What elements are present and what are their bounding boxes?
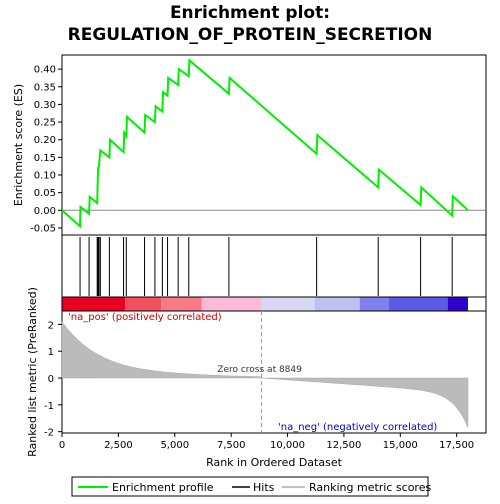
- ranked-y-axis: -2 -1 0 1 2: [44, 320, 62, 439]
- x-tick-label: 15,000: [383, 440, 418, 451]
- es-panel: -0.05 0.00 0.05 0.10 0.15 0.20 0.25 0.30 0.35 0.4…: [12, 54, 487, 236]
- ranked-y-tick-label: 0: [48, 374, 54, 385]
- legend-label-hits: Hits: [253, 481, 275, 494]
- es-y-tick-label: 0.30: [34, 100, 56, 111]
- heat-bar-segment: [314, 297, 360, 311]
- hits-panel: [61, 234, 487, 298]
- es-y-tick-label: 0.05: [34, 188, 56, 199]
- pos-correlated-label: 'na_pos' (positively correlated): [68, 312, 222, 323]
- ranked-y-tick-label: 2: [48, 320, 54, 331]
- x-tick-label: 0: [59, 440, 65, 451]
- hit-lines: [79, 237, 453, 296]
- enrichment-profile-line: [61, 58, 469, 229]
- es-y-tick-label: 0.10: [34, 171, 56, 182]
- heat-bar-segment: [389, 297, 448, 311]
- es-y-tick-label: 0.40: [34, 65, 56, 76]
- x-tick-label: 17,500: [439, 440, 474, 451]
- chart-title-line1: Enrichment plot:: [170, 3, 330, 23]
- x-tick-label: 5,000: [160, 440, 189, 451]
- es-y-tick-label: 0.25: [34, 118, 56, 129]
- es-y-tick-label: 0.35: [34, 82, 56, 93]
- chart-title-line2: REGULATION_OF_PROTEIN_SECRETION: [68, 25, 433, 45]
- heat-bar-segment: [161, 297, 202, 311]
- ranking-metric-area: [61, 320, 469, 428]
- hits-panel-frame: [61, 234, 487, 298]
- x-tick-label: 12,500: [326, 440, 361, 451]
- heat-bar-segment: [261, 297, 315, 311]
- ranked-y-tick-label: -2: [44, 428, 54, 439]
- es-y-tick-label: -0.05: [30, 223, 56, 234]
- es-y-label: Enrichment score (ES): [12, 84, 25, 206]
- heat-bar-segment: [125, 297, 162, 311]
- ranked-y-tick-label: 1: [48, 347, 54, 358]
- legend: Enrichment profile Hits Ranking metric s…: [71, 476, 431, 497]
- es-panel-frame: [61, 54, 487, 236]
- es-y-tick-label: 0.15: [34, 153, 56, 164]
- heat-bar-segment: [447, 297, 468, 311]
- ranking-heat-bar: [62, 297, 468, 311]
- legend-label-enrichment: Enrichment profile: [112, 481, 214, 494]
- ranked-y-label: Ranked list metric (PreRanked): [26, 287, 39, 457]
- es-y-tick-label: 0.00: [34, 206, 56, 217]
- heat-bar-segment: [359, 297, 390, 311]
- heat-bar-segment: [201, 297, 262, 311]
- neg-correlated-label: 'na_neg' (negatively correlated): [278, 422, 437, 433]
- ranked-y-tick-label: -1: [44, 401, 54, 412]
- es-y-axis: -0.05 0.00 0.05 0.10 0.15 0.20 0.25 0.30 0.35 0.4…: [30, 65, 62, 234]
- heat-bar-segment: [62, 297, 126, 311]
- x-tick-label: 2,500: [104, 440, 133, 451]
- x-tick-label: 10,000: [270, 440, 305, 451]
- ranked-metric-panel: Zero cross at 8849 'na_pos' (positively …: [26, 287, 487, 469]
- x-axis-label: Rank in Ordered Dataset: [206, 456, 343, 469]
- x-tick-label: 7,500: [217, 440, 246, 451]
- x-axis: 0 2,500 5,000 7,500 10,000 12,500 15,000 17,500: [59, 433, 474, 451]
- es-y-tick-label: 0.20: [34, 135, 56, 146]
- zero-cross-label: Zero cross at 8849: [217, 365, 302, 375]
- legend-label-ranking: Ranking metric scores: [309, 481, 431, 494]
